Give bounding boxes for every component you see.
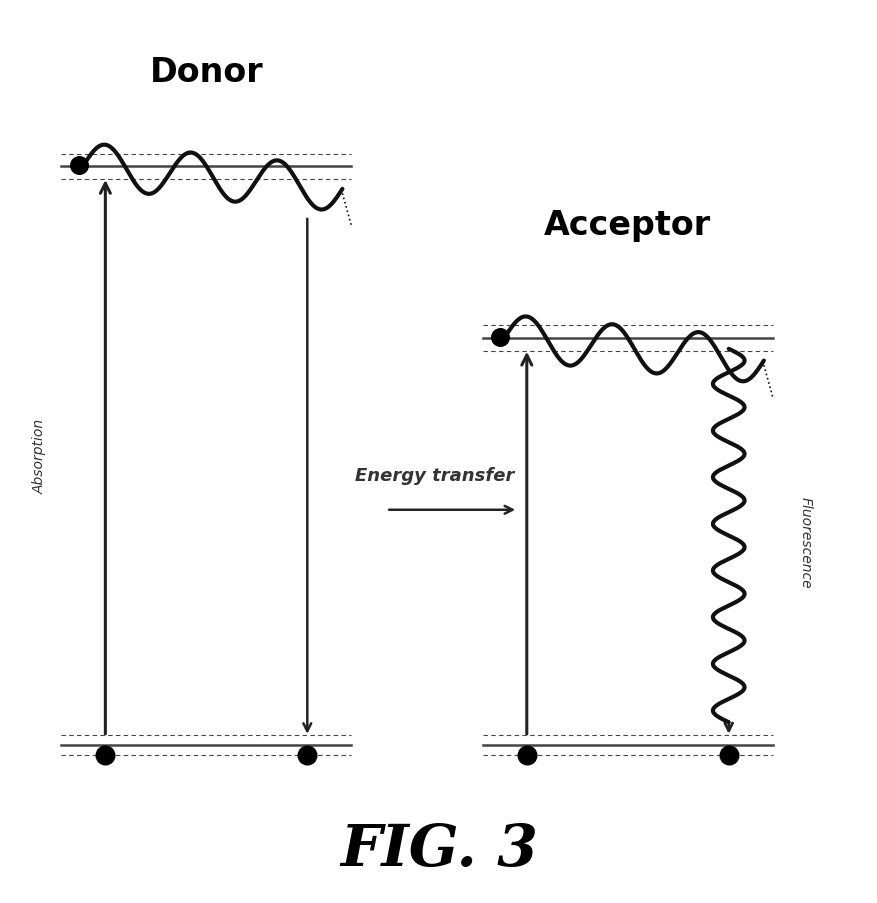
Point (98, 748, 112, 762)
Text: Acceptor: Acceptor (544, 209, 710, 242)
Point (300, 748, 314, 762)
Point (721, 748, 735, 762)
Text: Absorption: Absorption (32, 418, 46, 494)
Point (519, 748, 533, 762)
Text: Energy transfer: Energy transfer (354, 467, 514, 485)
Point (72, 159, 86, 173)
Point (493, 330, 507, 345)
Text: Fluorescence: Fluorescence (798, 496, 812, 588)
Text: FIG. 3: FIG. 3 (339, 821, 538, 877)
Text: Donor: Donor (149, 56, 263, 88)
